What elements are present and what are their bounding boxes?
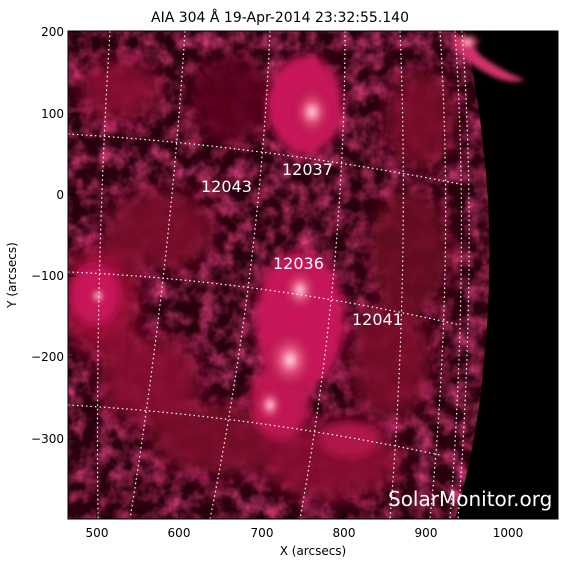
x-tick-label: 600 — [168, 526, 191, 540]
region-label-12036: 12036 — [273, 254, 324, 273]
region-label-12041: 12041 — [352, 310, 403, 329]
heliographic-grid — [68, 31, 470, 519]
y-tick-label: −100 — [31, 269, 64, 283]
x-tick-label: 800 — [333, 526, 356, 540]
solarmonitor-watermark: SolarMonitor.org — [388, 487, 552, 511]
x-axis: 500 600 700 800 900 1000 X (arcsecs) — [86, 511, 524, 558]
x-tick-label: 900 — [415, 526, 438, 540]
region-label-12043: 12043 — [201, 177, 252, 196]
image-title: AIA 304 Å 19-Apr-2014 23:32:55.140 — [151, 9, 409, 26]
x-axis-label: X (arcsecs) — [280, 544, 347, 558]
y-tick-label: 100 — [41, 107, 64, 121]
y-axis: 200 100 0 −100 −200 −300 Y (arcsecs) — [5, 25, 76, 446]
plot-frame — [67, 30, 559, 520]
x-tick-label: 500 — [86, 526, 109, 540]
y-tick-label: −300 — [31, 432, 64, 446]
y-axis-label: Y (arcsecs) — [5, 242, 19, 309]
y-tick-label: −200 — [31, 350, 64, 364]
y-tick-label: 200 — [41, 25, 64, 39]
y-tick-label: 0 — [56, 188, 64, 202]
region-label-12037: 12037 — [282, 160, 333, 179]
x-tick-label: 1000 — [493, 526, 524, 540]
x-tick-label: 700 — [251, 526, 274, 540]
